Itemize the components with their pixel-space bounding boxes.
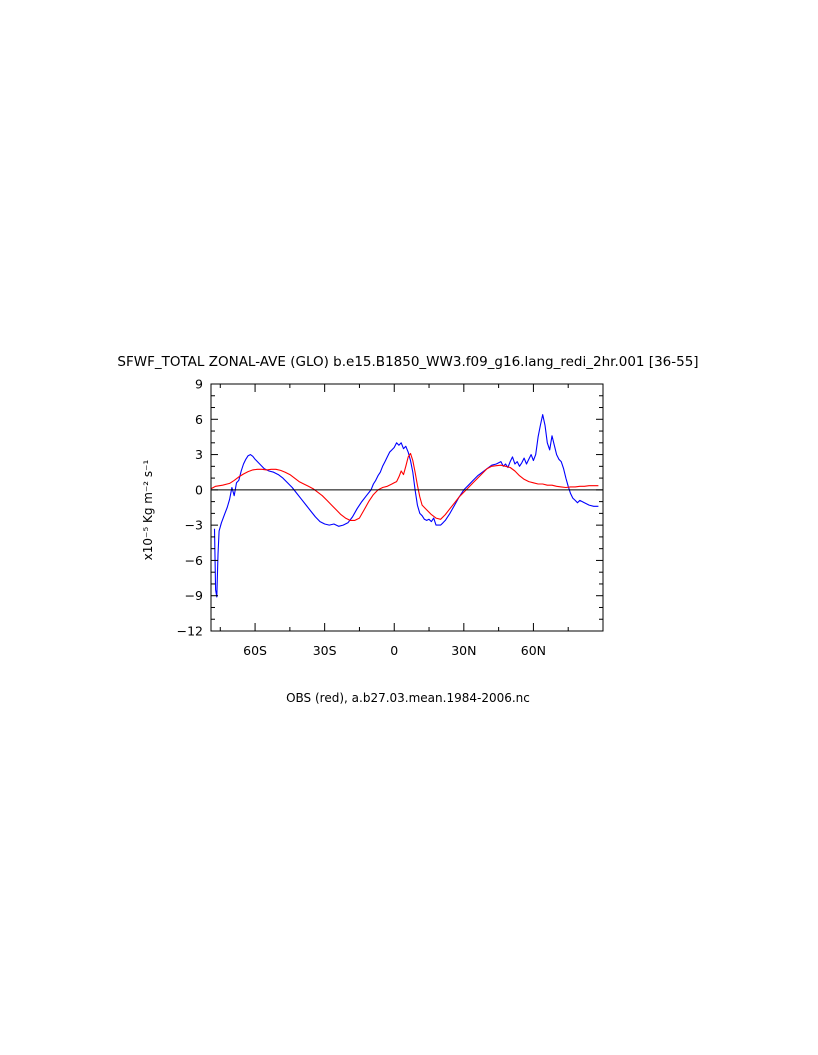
y-tick-label: 3: [195, 447, 203, 462]
y-tick-label: −3: [185, 518, 203, 533]
y-tick-label: 6: [195, 412, 203, 427]
y-tick-label: −12: [177, 624, 203, 639]
plot-area: 9 6 3 0 −3 −6 −9 −12 60S 30S 0 30N 60N: [177, 377, 604, 658]
y-tick-label: −9: [185, 588, 203, 603]
plot-frame: [210, 383, 604, 632]
x-tick-label: 0: [390, 643, 398, 658]
x-tick-label: 60N: [521, 643, 546, 658]
x-tick-label: 60S: [243, 643, 267, 658]
x-tick-label: 30S: [313, 643, 337, 658]
y-axis-label: x10⁻⁵ Kg m⁻² s⁻¹: [141, 459, 155, 560]
y-tick-label: 9: [195, 377, 203, 392]
y-tick-label: 0: [195, 482, 203, 497]
chart-title: SFWF_TOTAL ZONAL-AVE (GLO) b.e15.B1850_W…: [117, 354, 698, 370]
x-tick-label: 30N: [451, 643, 476, 658]
y-tick-label: −6: [185, 553, 203, 568]
chart-subtitle: OBS (red), a.b27.03.mean.1984-2006.nc: [286, 691, 530, 705]
series-line-2: [210, 452, 599, 521]
series-line-1: [213, 414, 599, 598]
